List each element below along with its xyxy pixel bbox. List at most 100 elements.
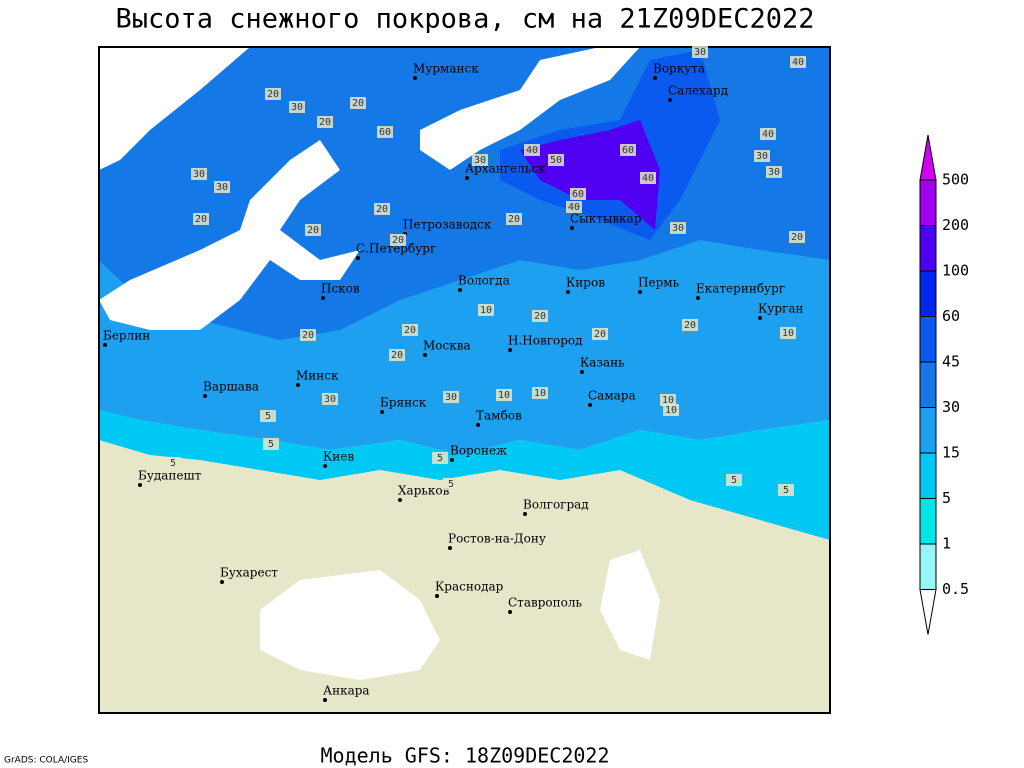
city-dot	[458, 288, 462, 292]
credit: GrADS: COLA/IGES	[4, 756, 88, 766]
sea-north	[99, 47, 250, 170]
contour-label-box	[790, 56, 806, 68]
city-dot	[435, 594, 439, 598]
contour-label: 30	[291, 102, 303, 113]
city-dot	[580, 370, 584, 374]
city-label: Псков	[321, 282, 360, 296]
contour-label: 5	[448, 479, 454, 490]
contour-label-box	[570, 188, 586, 200]
contour-label: 5	[437, 453, 443, 464]
city-label: Киев	[323, 450, 354, 464]
contour-label: 10	[782, 328, 794, 339]
contour-label: 30	[445, 392, 457, 403]
contour-label: 20	[404, 325, 416, 336]
contour-label: 5	[731, 475, 737, 486]
city-label: Петрозаводск	[403, 218, 492, 232]
contour-label: 20	[267, 89, 279, 100]
city-label: С.Петербург	[356, 242, 436, 256]
city-dot	[668, 98, 672, 102]
city-dot	[465, 176, 469, 180]
map-frame	[98, 46, 831, 714]
contour-label: 30	[193, 169, 205, 180]
contour-label-box	[789, 231, 805, 243]
legend-label: 1	[942, 535, 951, 553]
city-dot	[508, 348, 512, 352]
contour-label-box	[726, 474, 742, 486]
city-label: Мурманск	[413, 62, 479, 76]
contour-label-box	[263, 438, 279, 450]
contour-label: 5	[265, 411, 271, 422]
city-label: Ростов-на-Дону	[448, 532, 546, 546]
contour-label-box	[548, 154, 564, 166]
contour-label: 20	[376, 204, 388, 215]
contour-label: 20	[392, 235, 404, 246]
city-dot	[653, 76, 657, 80]
city-dot	[323, 464, 327, 468]
contour-label-box	[620, 144, 636, 156]
contour-label-box	[265, 88, 281, 100]
city-label: Москва	[423, 339, 471, 353]
legend-label: 500	[942, 171, 969, 189]
city-dot	[398, 498, 402, 502]
contour-label: 10	[498, 390, 510, 401]
snow-5	[99, 410, 830, 540]
contour-label-box	[191, 168, 207, 180]
legend-swatch	[919, 316, 937, 363]
legend-swatch	[919, 543, 937, 590]
contour-label: 20	[534, 311, 546, 322]
city-dot	[448, 546, 452, 550]
contour-label-box	[478, 304, 494, 316]
contour-label: 20	[195, 214, 207, 225]
legend-label: 100	[942, 262, 969, 280]
legend-label: 45	[942, 353, 960, 371]
city-label: Берлин	[103, 329, 150, 343]
legend-swatch	[919, 498, 937, 545]
contour-label-box	[778, 484, 794, 496]
legend-swatch	[919, 225, 937, 272]
contour-label: 20	[391, 350, 403, 361]
contour-label: 20	[352, 98, 364, 109]
contour-label: 20	[302, 330, 314, 341]
contour-label: 5	[783, 485, 789, 496]
contour-label-box	[374, 203, 390, 215]
city-label: Курган	[758, 302, 803, 316]
legend-label: 15	[942, 444, 960, 462]
contour-label: 10	[665, 405, 677, 416]
map	[98, 46, 831, 714]
city-label: Н.Новгород	[508, 334, 583, 348]
city-label: Пермь	[638, 276, 680, 290]
contour-label: 20	[508, 214, 520, 225]
contour-label-box	[389, 349, 405, 361]
contour-label-box	[300, 329, 316, 341]
contour-label: 30	[474, 155, 486, 166]
contour-label: 30	[756, 151, 768, 162]
contour-label: 40	[792, 57, 804, 68]
city-dot	[476, 423, 480, 427]
contour-label-box	[566, 201, 582, 213]
city-label: Тамбов	[476, 409, 522, 423]
baltic-sea	[99, 140, 360, 330]
city-dot	[523, 512, 527, 516]
contour-label-box	[663, 404, 679, 416]
legend-label: 5	[942, 489, 951, 507]
city-label: Салехард	[668, 84, 728, 98]
city-dot	[758, 316, 762, 320]
legend-label: 200	[942, 216, 969, 234]
contour-label-box	[390, 234, 406, 246]
city-dot	[321, 296, 325, 300]
contour-label-box	[780, 327, 796, 339]
contour-label: 30	[672, 223, 684, 234]
legend-swatch	[919, 179, 937, 226]
city-label: Будапешт	[138, 469, 202, 483]
contour-label-box	[496, 389, 512, 401]
contour-label: 60	[622, 145, 634, 156]
legend-label: 30	[942, 398, 960, 416]
city-label: Анкара	[323, 684, 370, 698]
contour-label: 20	[594, 329, 606, 340]
contour-label-box	[760, 128, 776, 140]
city-dot	[588, 403, 592, 407]
city-label: Бухарест	[220, 566, 278, 580]
